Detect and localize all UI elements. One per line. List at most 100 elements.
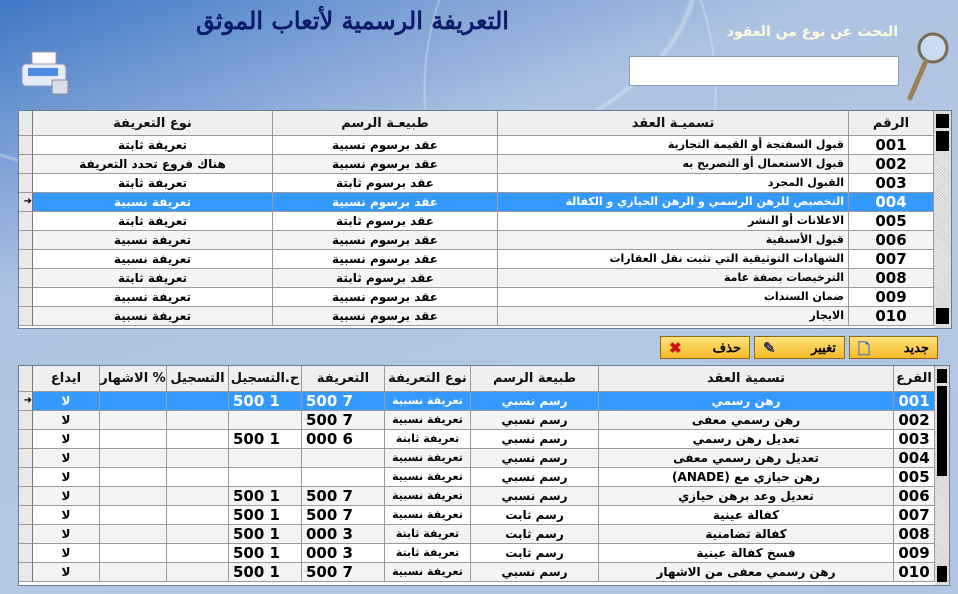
contracts-grid[interactable]: نوع التعريفة طبيعـة الرسم تسميـة العقد الرق… (18, 110, 952, 329)
cell-registration (167, 392, 229, 411)
column-header-registration-fee[interactable]: ح.التسجيل (229, 366, 302, 392)
cell-tariff: 3 000 (302, 525, 385, 544)
row-selector[interactable] (19, 231, 33, 250)
delete-label: حذف (712, 340, 741, 355)
cell-publicity-percent (100, 563, 167, 582)
cell-contract-name: رهن رسمي معفى (599, 411, 894, 430)
cell-fee-type: تعريفة ثابتة (33, 269, 273, 288)
branches-grid[interactable]: ايداع% الاشهار التسجيل ح.التسجيل التعريفة نو… (18, 365, 950, 586)
vertical-scrollbar[interactable] (934, 111, 951, 328)
cell-contract-name: القبول المجرد (498, 174, 849, 193)
cell-deposit: لا (33, 563, 100, 582)
row-selector[interactable] (19, 411, 33, 430)
row-selector[interactable] (19, 288, 33, 307)
cell-branch: 008 (894, 525, 935, 544)
row-selector[interactable] (19, 174, 33, 193)
row-selector[interactable] (19, 430, 33, 449)
scroll-up-button[interactable] (936, 114, 949, 128)
cell-registration (167, 525, 229, 544)
scroll-down-button[interactable] (937, 566, 947, 582)
scroll-up-button[interactable] (937, 369, 947, 383)
cell-fee-nature: عقد برسوم نسبية (273, 250, 498, 269)
row-selector[interactable] (19, 136, 33, 155)
cell-branch: 010 (894, 563, 935, 582)
cell-fee-type: تعريفة نسبية (385, 506, 471, 525)
column-header-tariff[interactable]: التعريفة (302, 366, 385, 392)
cell-tariff: 7 500 (302, 506, 385, 525)
row-selector[interactable] (19, 307, 33, 326)
row-selector[interactable] (19, 155, 33, 174)
column-header-fee-nature[interactable]: طبيعة الرسم (471, 366, 599, 392)
cell-branch: 006 (894, 487, 935, 506)
cell-branch: 003 (894, 430, 935, 449)
printer-icon[interactable] (18, 48, 76, 98)
column-header-deposit[interactable]: ايداع (33, 366, 100, 392)
column-header-contract-name[interactable]: تسمية العقد (599, 366, 894, 392)
cell-fee-nature: رسم نسبي (471, 449, 599, 468)
cell-deposit: لا (33, 468, 100, 487)
cell-fee-nature: رسم نسبي (471, 430, 599, 449)
cell-contract-name: كفالة عينية (599, 506, 894, 525)
column-header-branch[interactable]: الفرع (894, 366, 935, 392)
column-header-publicity-percent[interactable]: % الاشهار (100, 366, 167, 392)
row-selector[interactable] (19, 468, 33, 487)
cell-number: 004 (849, 193, 934, 212)
current-row-arrow-icon[interactable]: ➜ (19, 193, 33, 212)
cell-contract-name: فسخ كفالة عينية (599, 544, 894, 563)
new-button[interactable]: جديد 🗋 (849, 336, 938, 359)
cell-tariff: 7 500 (302, 487, 385, 506)
magnifier-icon[interactable] (900, 30, 950, 102)
scrollbar-thumb[interactable] (936, 131, 949, 151)
edit-button[interactable]: تغيير ✎ (754, 336, 845, 359)
cell-deposit: لا (33, 506, 100, 525)
cell-fee-type: تعريفة ثابتة (33, 174, 273, 193)
row-selector[interactable] (19, 487, 33, 506)
row-selector[interactable] (19, 212, 33, 231)
cell-contract-name: رهن حيازي مع (ANADE) (599, 468, 894, 487)
delete-x-icon: ✖ (669, 340, 682, 357)
new-document-icon: 🗋 (858, 341, 871, 358)
row-selector[interactable] (19, 525, 33, 544)
cell-contract-name: تعديل رهن رسمي معفى (599, 449, 894, 468)
column-header-contract-name[interactable]: تسميـة العقد (498, 111, 849, 136)
cell-fee-nature: عقد برسوم ثابتة (273, 212, 498, 231)
column-header-fee-type[interactable]: نوع التعريفة (33, 111, 273, 136)
cell-fee-type: تعريفة نسبية (385, 487, 471, 506)
column-header-registration[interactable]: التسجيل (167, 366, 229, 392)
cell-fee-nature: رسم ثابت (471, 506, 599, 525)
cell-tariff (302, 468, 385, 487)
cell-contract-name: كفالة تضامنية (599, 525, 894, 544)
cell-contract-name: الترخيصات بصفة عامة (498, 269, 849, 288)
cell-fee-nature: رسم نسبي (471, 468, 599, 487)
delete-button[interactable]: حذف ✖ (660, 336, 750, 359)
cell-registration (167, 544, 229, 563)
cell-number: 006 (849, 231, 934, 250)
search-input[interactable] (629, 56, 899, 86)
column-header-fee-nature[interactable]: طبيعـة الرسم (273, 111, 498, 136)
column-header-fee-type[interactable]: نوع التعريفة (385, 366, 471, 392)
current-row-arrow-icon[interactable]: ➜ (19, 392, 33, 411)
new-label: جديد (903, 340, 929, 355)
cell-fee-type: تعريفة نسبية (33, 193, 273, 212)
row-selector[interactable] (19, 506, 33, 525)
cell-fee-type: تعريفة ثابتة (385, 525, 471, 544)
cell-number: 007 (849, 250, 934, 269)
vertical-scrollbar[interactable] (935, 366, 949, 585)
scrollbar-thumb[interactable] (937, 386, 947, 476)
row-selector[interactable] (19, 269, 33, 288)
column-header-number[interactable]: الرقم (849, 111, 934, 136)
cell-fee-type: تعريفة نسبية (385, 411, 471, 430)
scroll-down-button[interactable] (936, 308, 949, 324)
cell-registration (167, 430, 229, 449)
row-selector[interactable] (19, 563, 33, 582)
cell-branch: 007 (894, 506, 935, 525)
cell-registration (167, 449, 229, 468)
cell-deposit: لا (33, 525, 100, 544)
cell-registration (167, 487, 229, 506)
row-selector[interactable] (19, 544, 33, 563)
row-selector[interactable] (19, 449, 33, 468)
cell-fee-nature: عقد برسوم نسبية (273, 307, 498, 326)
row-selector[interactable] (19, 250, 33, 269)
cell-registration-fee: 1 500 (229, 544, 302, 563)
search-label: البحث عن نوع من العقود (726, 24, 898, 40)
